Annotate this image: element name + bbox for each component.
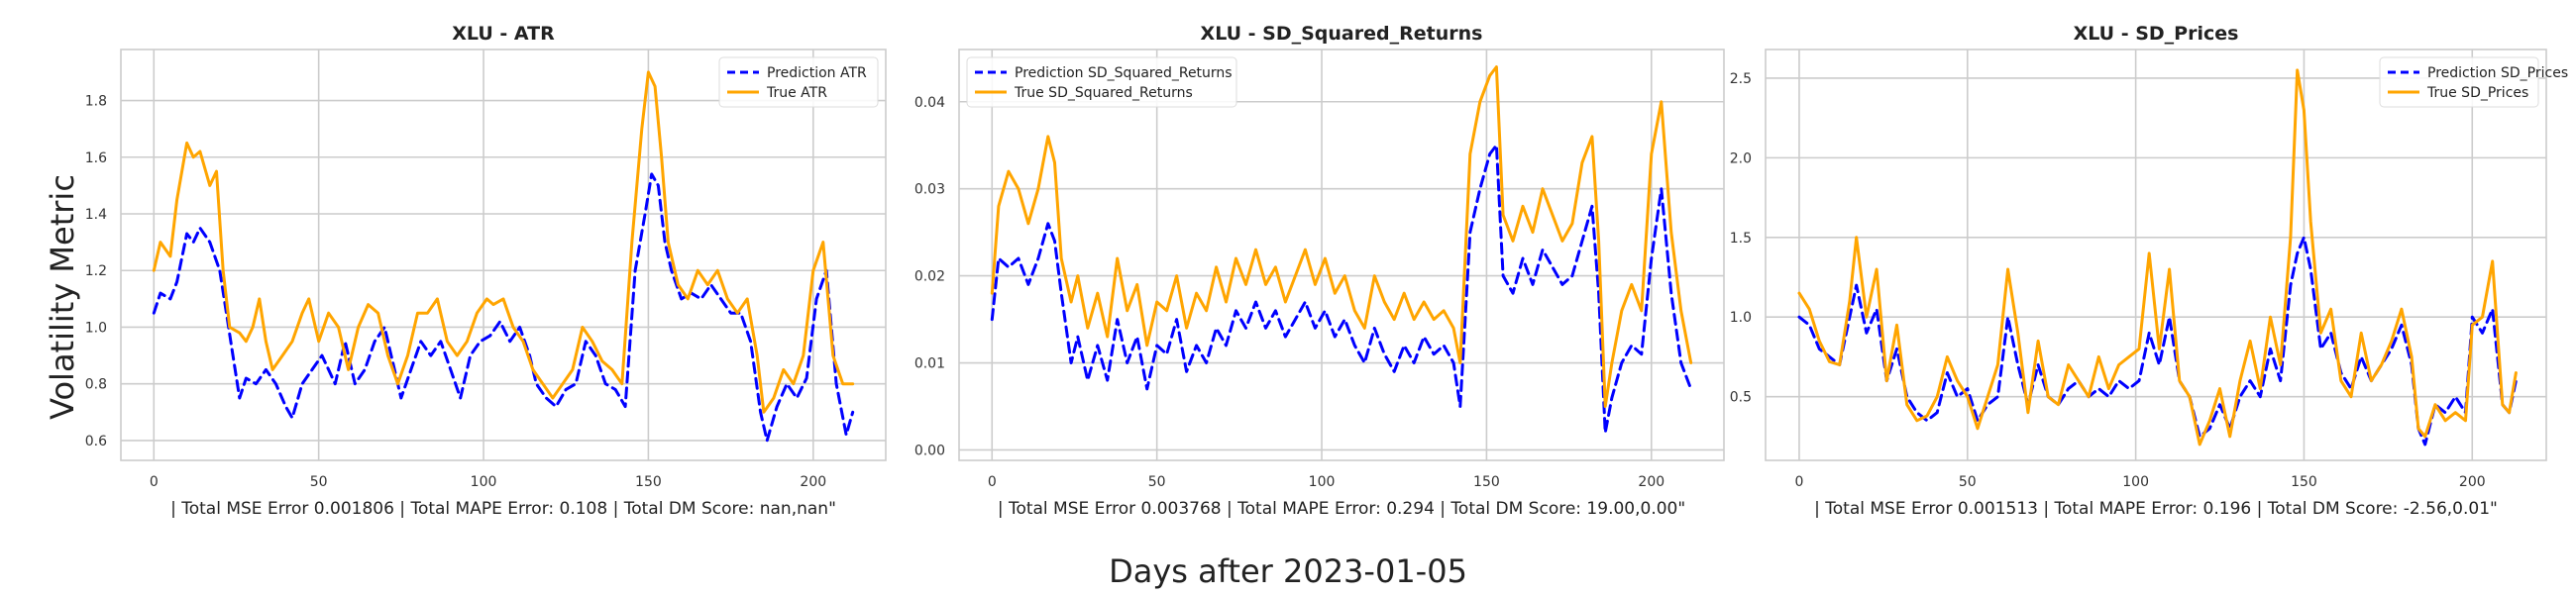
chart-1-plot-area	[120, 49, 887, 461]
chart-2-x-tick-label: 50	[1148, 474, 1166, 490]
chart-1-legend: Prediction ATR True ATR	[718, 56, 879, 108]
chart-2-xlabel: | Total MSE Error 0.003768 | Total MAPE …	[998, 499, 1685, 519]
chart-2-x-tick-label: 0	[988, 474, 997, 490]
chart-3-y-tick-label: 0.5	[1730, 390, 1752, 406]
chart-1-y-tick-label: 1.0	[85, 320, 107, 336]
chart-2-y-tick-label: 0.04	[914, 95, 945, 111]
chart-2-y-tick-label: 0.03	[914, 182, 945, 198]
chart-2-x-tick-label: 100	[1309, 474, 1336, 490]
chart-3-title: XLU - SD_Prices	[2074, 23, 2239, 45]
chart-1-x-tick-label: 100	[471, 474, 497, 490]
chart-3-legend-box	[2379, 56, 2539, 108]
chart-1-y-tick-label: 1.2	[85, 263, 107, 279]
chart-1-y-tick-label: 1.6	[85, 150, 107, 166]
chart-3-x-tick-label: 50	[1959, 474, 1977, 490]
chart-1-x-tick-label: 50	[310, 474, 328, 490]
chart-3-panel: 0 50 100 150 200 0.5 1.0 1.5 2.0 2.5 XLU - SD_Pric…	[1730, 23, 2568, 519]
chart-1-title: XLU - ATR	[452, 23, 555, 45]
chart-1-legend-label-2: True ATR	[766, 85, 827, 101]
chart-2-y-tick-label: 0.01	[914, 356, 945, 372]
chart-1-x-tick-label: 0	[150, 474, 159, 490]
chart-1-panel: 0 50 100 150 200 0.6 0.8 1.0 1.2 1.4 1.6 1.8 XLU - A…	[85, 23, 887, 519]
chart-1-y-tick-label: 0.6	[85, 434, 107, 449]
chart-2-x-tick-label: 200	[1638, 474, 1664, 490]
chart-1-legend-label-1: Prediction ATR	[767, 65, 867, 81]
chart-3-plot-area	[1765, 49, 2547, 461]
chart-3-y-tick-label: 1.0	[1730, 310, 1752, 326]
chart-1-x-tick-label: 200	[800, 474, 826, 490]
chart-3-series-1-line	[1797, 236, 2518, 447]
chart-3-legend: Prediction SD_Prices True SD_Prices	[2379, 56, 2568, 108]
chart-2-legend-label-2: True SD_Squared_Returns	[1014, 85, 1193, 101]
chart-2-series-2-line	[990, 65, 1693, 408]
chart-2-x-tick-label: 150	[1473, 474, 1500, 490]
chart-2-title: XLU - SD_Squared_Returns	[1201, 23, 1483, 45]
chart-2-y-tick-label: 0.00	[914, 443, 945, 458]
chart-3-x-tick-label: 100	[2122, 474, 2149, 490]
chart-1-series-1-line	[152, 172, 855, 443]
chart-2-panel: 0 50 100 150 200 0.00 0.01 0.02 0.03 0.04 XLU - SD…	[914, 23, 1725, 519]
figure-ylabel: Volatility Metric	[44, 174, 81, 420]
chart-1-legend-box	[718, 56, 879, 108]
chart-1-xlabel: | Total MSE Error 0.001806 | Total MAPE …	[170, 499, 836, 519]
chart-2-plot-area	[958, 49, 1725, 461]
chart-3-xlabel: | Total MSE Error 0.001513 | Total MAPE …	[1814, 499, 2498, 519]
chart-1-y-tick-label: 1.4	[85, 207, 107, 223]
chart-3-y-tick-label: 2.5	[1730, 71, 1752, 87]
chart-1-series-2-line	[152, 70, 855, 414]
chart-3-series-2-line	[1797, 68, 2518, 447]
chart-2-series-1-line	[990, 144, 1693, 435]
chart-1-x-tick-label: 150	[635, 474, 662, 490]
chart-3-y-tick-label: 2.0	[1730, 150, 1752, 166]
chart-2-legend-label-1: Prediction SD_Squared_Returns	[1015, 65, 1233, 81]
chart-3-x-tick-label: 0	[1795, 474, 1804, 490]
chart-2-legend-box	[966, 56, 1237, 108]
chart-3-legend-label-1: Prediction SD_Prices	[2427, 65, 2568, 81]
chart-1-y-tick-label: 1.8	[85, 94, 107, 110]
chart-3-y-tick-label: 1.5	[1730, 231, 1752, 247]
chart-3-x-tick-label: 150	[2291, 474, 2317, 490]
chart-1-y-tick-label: 0.8	[85, 377, 107, 393]
figure-xlabel: Days after 2023-01-05	[1109, 552, 1467, 590]
chart-3-legend-label-2: True SD_Prices	[2426, 85, 2528, 101]
chart-3-x-tick-label: 200	[2459, 474, 2486, 490]
chart-2-legend: Prediction SD_Squared_Returns True SD_Squ…	[966, 56, 1237, 108]
chart-2-y-tick-label: 0.02	[914, 269, 945, 285]
